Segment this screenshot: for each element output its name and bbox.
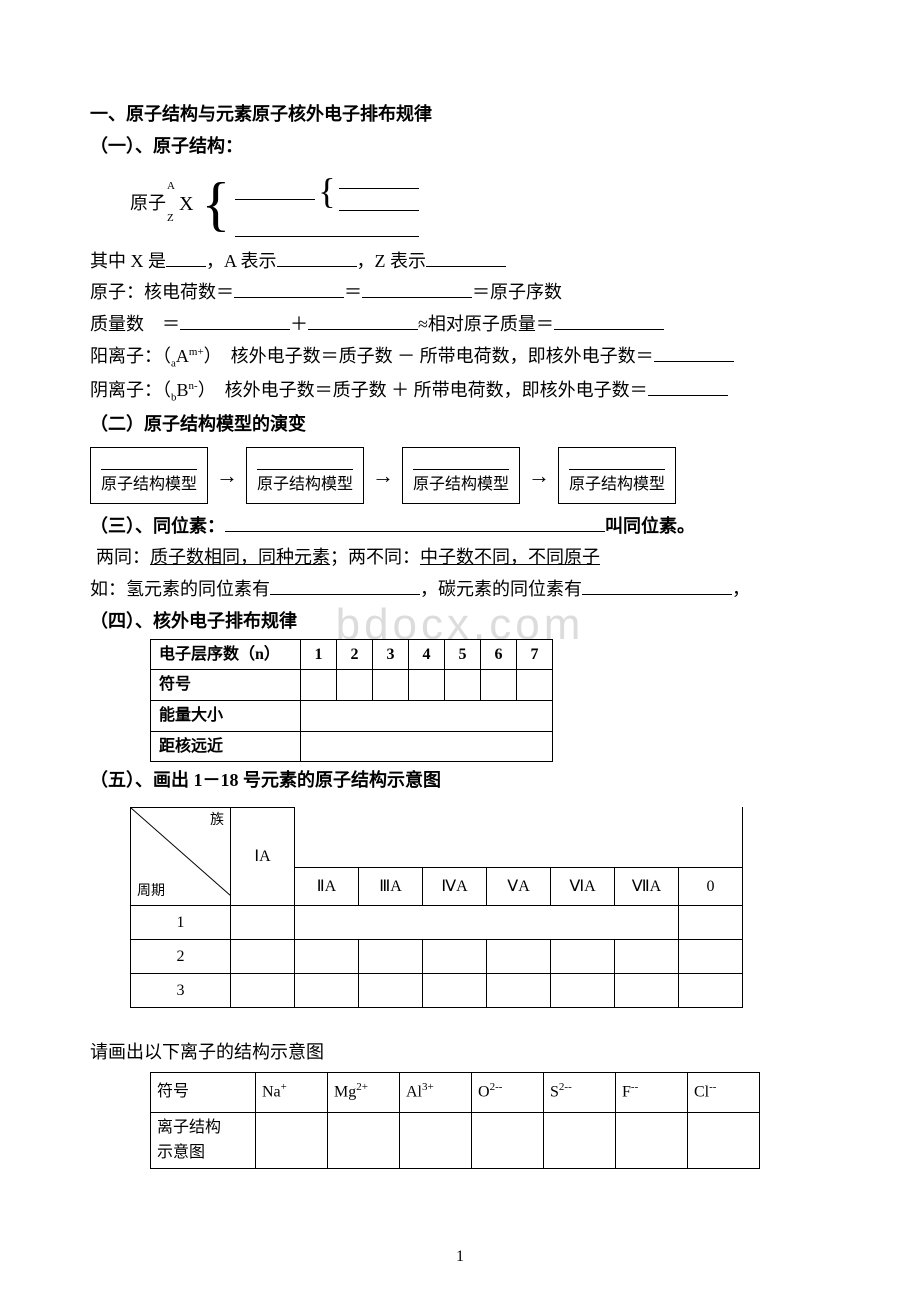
ion-table: 符号 Na+ Mg2+ Al3+ O2-- S2-- F-- Cl-- 离子结构… (150, 1072, 760, 1169)
blank (235, 182, 315, 200)
atom-label: 原子 (130, 189, 166, 218)
heading-5: （四）、核外电子排布规律 (90, 607, 830, 636)
model-box: 原子结构模型 (90, 447, 208, 503)
bracket-icon: { (318, 173, 335, 209)
model-box: 原子结构模型 (246, 447, 364, 503)
model-flow: 原子结构模型 → 原子结构模型 → 原子结构模型 → 原子结构模型 (90, 447, 830, 503)
arrow-icon: → (216, 458, 238, 493)
bracket-icon: { (201, 174, 230, 234)
blank (235, 219, 418, 237)
arrow-icon: → (372, 458, 394, 493)
text-line: 原子：核电荷数＝＝＝原子序数 (90, 278, 830, 307)
text-line: 两同：质子数相同，同种元素；两不同：中子数不同，不同原子 (96, 543, 830, 572)
ion-caption: 请画出以下离子的结构示意图 (90, 1038, 830, 1067)
atom-diagram: 原子 A Z X { { (130, 171, 830, 237)
table-cell: 电子层序数（n） (151, 639, 301, 670)
shell-table: 电子层序数（n） 1234567 符号 能量大小 距核远近 (150, 639, 553, 762)
page-number: 1 (456, 1244, 464, 1270)
heading-6: （五）、画出 1－18 号元素的原子结构示意图 (90, 766, 830, 795)
text-line: 阴离子：（bBn-） 核外电子数＝质子数 ＋ 所带电荷数，即核外电子数＝ (90, 376, 830, 407)
text-line: 其中 X 是，A 表示，Z 表示 (90, 247, 830, 276)
text-line: 阳离子：（aAm+） 核外电子数＝质子数 － 所带电荷数，即核外电子数＝ (90, 342, 830, 373)
heading-1: 一、原子结构与元素原子核外电子排布规律 (90, 100, 830, 129)
model-box: 原子结构模型 (402, 447, 520, 503)
atom-subscript: Z (167, 210, 174, 228)
model-box: 原子结构模型 (558, 447, 676, 503)
atom-superscript: A (167, 178, 175, 196)
arrow-icon: → (528, 458, 550, 493)
heading-2: （一）、原子结构： (90, 132, 830, 161)
periodic-table: 族 周期 ⅠA ⅡA ⅢA ⅣA ⅤA ⅥA ⅦA 0 1 2 3 (130, 807, 743, 1008)
blank (339, 171, 419, 189)
heading-3: （二）原子结构模型的演变 (90, 410, 830, 439)
heading-4: （三）、同位素：叫同位素。 (90, 512, 830, 541)
text-line: 如：氢元素的同位素有，碳元素的同位素有， (90, 575, 830, 604)
blank (339, 193, 419, 211)
atom-symbol: X (179, 193, 193, 215)
diagonal-header: 族 周期 (131, 807, 231, 905)
text-line: 质量数 ＝＋≈相对原子质量＝ (90, 310, 830, 339)
